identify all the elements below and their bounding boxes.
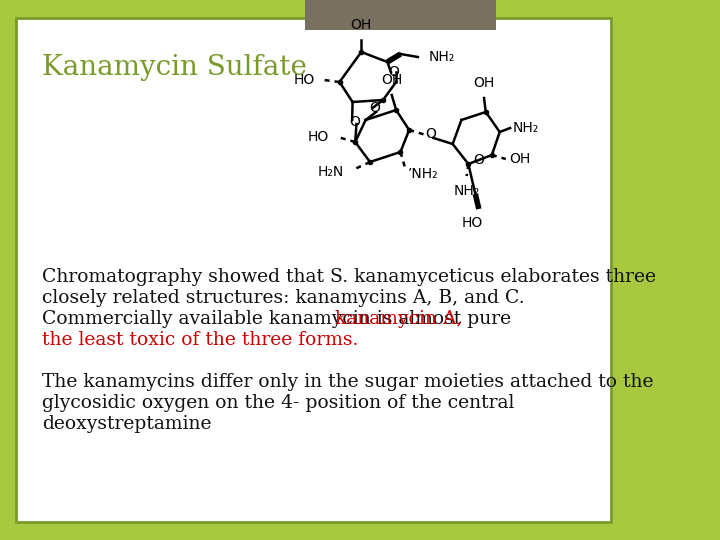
Text: O: O: [369, 101, 379, 115]
Text: OH: OH: [509, 152, 531, 166]
Text: Kanamycin Sulfate: Kanamycin Sulfate: [42, 54, 307, 81]
Text: ’NH₂: ’NH₂: [408, 167, 438, 181]
Text: NH₂: NH₂: [428, 50, 454, 64]
FancyBboxPatch shape: [16, 18, 611, 522]
Text: closely related structures: kanamycins A, B, and C.: closely related structures: kanamycins A…: [42, 289, 524, 307]
Text: HO: HO: [308, 130, 329, 144]
Text: Commercially available kanamycin is almost pure: Commercially available kanamycin is almo…: [42, 310, 517, 328]
Bar: [305, 0, 496, 30]
Text: HO: HO: [294, 73, 315, 87]
Text: NH₂: NH₂: [454, 184, 480, 198]
Text: glycosidic oxygen on the 4- position of the central: glycosidic oxygen on the 4- position of …: [42, 394, 514, 412]
Text: NH₂: NH₂: [513, 121, 539, 135]
Text: HO: HO: [462, 216, 483, 230]
Text: O: O: [473, 152, 484, 166]
Text: OH: OH: [474, 76, 495, 90]
Text: the least toxic of the three forms.: the least toxic of the three forms.: [42, 331, 358, 349]
Text: O: O: [426, 127, 436, 141]
Text: H₂N: H₂N: [318, 165, 344, 179]
Text: OH: OH: [351, 18, 372, 32]
Text: The kanamycins differ only in the sugar moieties attached to the: The kanamycins differ only in the sugar …: [42, 373, 653, 391]
Text: Chromatography showed that S. kanamyceticus elaborates three: Chromatography showed that S. kanamyceti…: [42, 268, 656, 286]
Text: O: O: [349, 115, 360, 129]
Text: O: O: [388, 65, 399, 79]
Text: deoxystreptamine: deoxystreptamine: [42, 415, 211, 433]
Text: kanamycin A,: kanamycin A,: [336, 310, 462, 328]
Text: OH: OH: [381, 73, 402, 87]
